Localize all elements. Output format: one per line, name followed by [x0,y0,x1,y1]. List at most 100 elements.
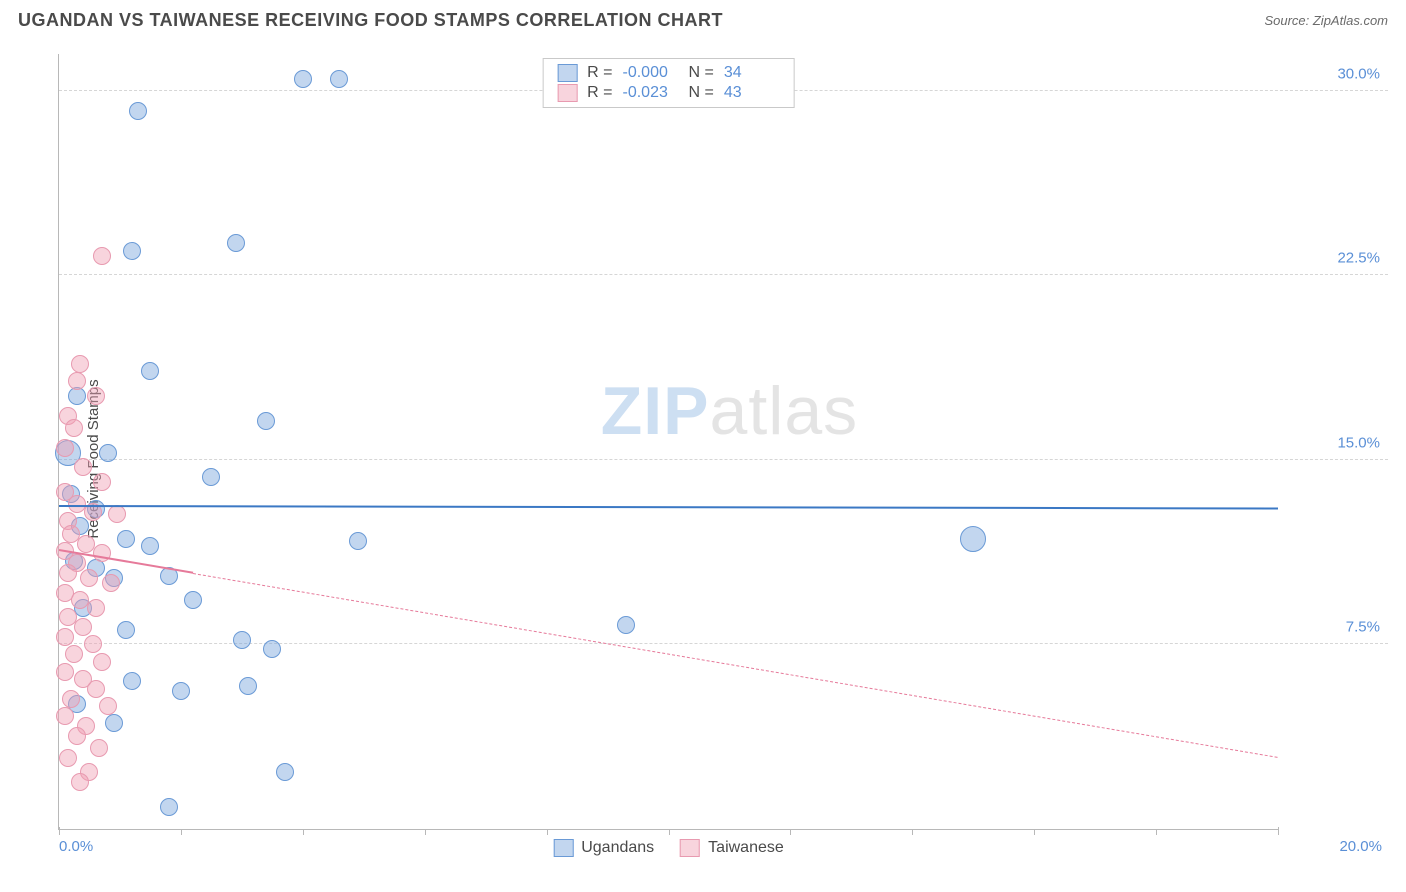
data-point [141,362,159,380]
data-point [59,749,77,767]
data-point [71,773,89,791]
plot-region: ZIPatlas R =-0.000N =34R =-0.023N =43 Ug… [58,54,1278,830]
data-point [93,544,111,562]
data-point [960,526,986,552]
legend-n-value: 34 [724,64,780,82]
series-name: Taiwanese [708,839,784,857]
data-point [71,355,89,373]
legend-row: R = -0.023 N = 43 [557,83,780,103]
legend-n-label: N = [689,84,714,102]
data-point [90,739,108,757]
series-name: Ugandans [581,839,654,857]
data-point [330,70,348,88]
correlation-legend: R = -0.000 N = 34 R = -0.023 N = 43 [542,58,795,108]
data-point [202,468,220,486]
gridline [59,643,1388,644]
y-tick-label: 7.5% [1346,619,1380,636]
x-tick [1156,829,1157,835]
x-tick [1278,827,1279,835]
data-point [117,530,135,548]
legend-n-label: N = [689,64,714,82]
watermark-atlas: atlas [710,373,859,449]
x-tick [1034,829,1035,835]
data-point [276,763,294,781]
data-point [68,727,86,745]
data-point [65,419,83,437]
data-point [56,707,74,725]
data-point [184,591,202,609]
data-point [87,387,105,405]
watermark: ZIPatlas [601,372,858,450]
data-point [172,682,190,700]
y-tick-label: 15.0% [1337,434,1380,451]
legend-n-value: 43 [724,84,780,102]
data-point [239,677,257,695]
x-tick [669,829,670,835]
x-tick [912,829,913,835]
y-tick-label: 30.0% [1337,65,1380,82]
watermark-zip: ZIP [601,373,710,449]
data-point [123,672,141,690]
source-label: Source: ZipAtlas.com [1264,13,1388,28]
chart-title: UGANDAN VS TAIWANESE RECEIVING FOOD STAM… [18,10,723,31]
legend-swatch [680,839,700,857]
data-point [93,473,111,491]
y-tick-label: 22.5% [1337,250,1380,267]
data-point [141,537,159,555]
x-tick-label: 20.0% [1339,838,1382,855]
data-point [59,564,77,582]
data-point [74,618,92,636]
data-point [349,532,367,550]
data-point [160,798,178,816]
x-tick [181,829,182,835]
data-point [227,234,245,252]
data-point [263,640,281,658]
data-point [65,645,83,663]
data-point [56,663,74,681]
data-point [233,631,251,649]
data-point [93,247,111,265]
data-point [105,714,123,732]
data-point [87,680,105,698]
x-tick [425,829,426,835]
data-point [74,458,92,476]
x-tick-label: 0.0% [59,838,93,855]
trend-line [59,505,1278,509]
chart-header: UGANDAN VS TAIWANESE RECEIVING FOOD STAM… [0,0,1406,37]
legend-row: R = -0.000 N = 34 [557,63,780,83]
x-tick [790,829,791,835]
data-point [129,102,147,120]
data-point [80,569,98,587]
legend-swatch [557,64,577,82]
data-point [117,621,135,639]
chart-area: Receiving Food Stamps ZIPatlas R =-0.000… [48,44,1388,874]
data-point [123,242,141,260]
legend-r-label: R = [587,64,612,82]
data-point [62,690,80,708]
data-point [99,444,117,462]
data-point [56,628,74,646]
legend-swatch [557,84,577,102]
legend-swatch [553,839,573,857]
gridline [59,459,1388,460]
series-legend: Ugandans Taiwanese [553,839,784,857]
data-point [102,574,120,592]
x-tick [59,827,60,835]
trend-line [193,573,1278,758]
data-point [87,599,105,617]
x-tick [303,829,304,835]
data-point [108,505,126,523]
series-legend-item: Taiwanese [680,839,784,857]
data-point [56,439,74,457]
data-point [68,372,86,390]
x-tick [547,829,548,835]
legend-r-label: R = [587,84,612,102]
data-point [294,70,312,88]
data-point [257,412,275,430]
series-legend-item: Ugandans [553,839,654,857]
data-point [617,616,635,634]
data-point [84,635,102,653]
legend-r-value: -0.023 [623,84,679,102]
data-point [99,697,117,715]
legend-r-value: -0.000 [623,64,679,82]
